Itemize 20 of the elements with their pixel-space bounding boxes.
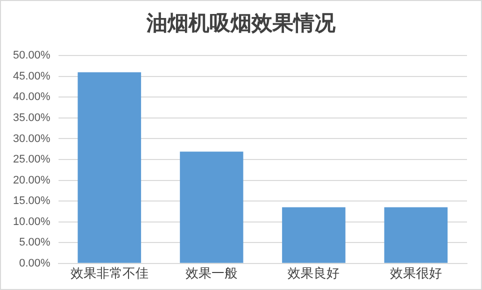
y-tick-label: 15.00% (12, 195, 51, 208)
y-tick-label: 0.00% (19, 257, 51, 270)
bar (78, 72, 142, 263)
y-tick-label: 30.00% (12, 132, 51, 145)
x-tick-label: 效果非常不佳 (70, 266, 148, 282)
y-tick-label: 25.00% (12, 154, 51, 166)
x-tick-label: 效果一般 (186, 266, 238, 282)
y-tick-label: 10.00% (12, 216, 51, 228)
y-tick-label: 20.00% (12, 174, 51, 186)
y-tick-label: 5.00% (19, 236, 51, 249)
y-tick-label: 35.00% (12, 112, 51, 124)
y-tick-label: 50.00% (12, 50, 51, 62)
y-tick-label: 45.00% (12, 70, 51, 82)
bar (282, 207, 346, 263)
bar (180, 152, 244, 263)
x-tick-label: 效果很好 (390, 266, 442, 282)
bar (384, 207, 448, 263)
y-tick-label: 40.00% (12, 91, 51, 104)
chart-title: 油烟机吸烟效果情况 (145, 10, 336, 37)
x-tick-label: 效果良好 (288, 266, 340, 282)
